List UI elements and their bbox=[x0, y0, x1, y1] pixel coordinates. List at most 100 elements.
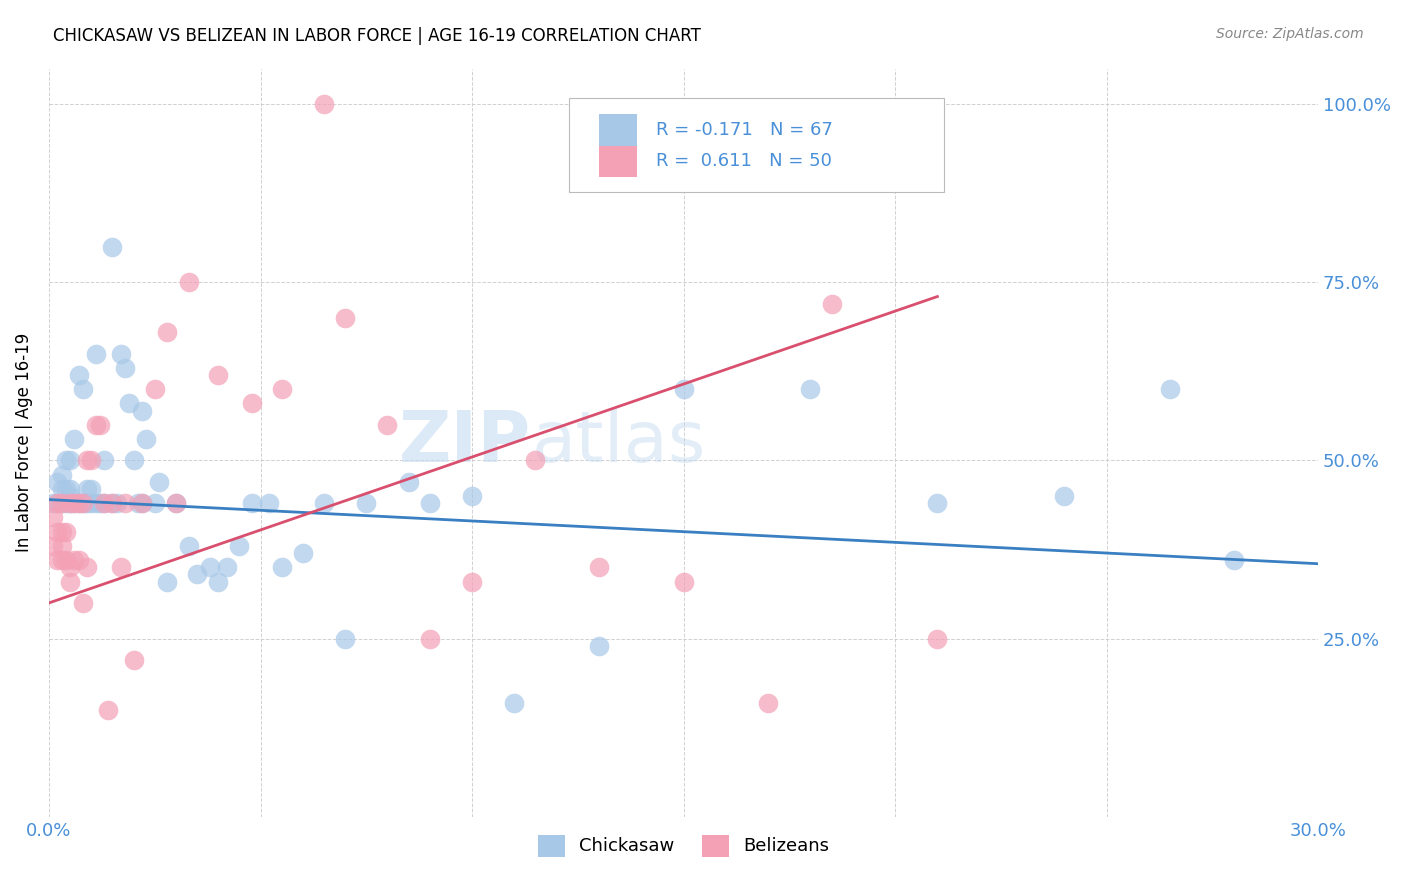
Point bbox=[93, 496, 115, 510]
Point bbox=[46, 496, 69, 510]
Point bbox=[55, 453, 77, 467]
Point bbox=[143, 496, 166, 510]
Point bbox=[156, 325, 179, 339]
Point bbox=[270, 382, 292, 396]
Point bbox=[67, 496, 90, 510]
Point bbox=[820, 296, 842, 310]
Point bbox=[186, 567, 208, 582]
Point bbox=[67, 496, 90, 510]
Point bbox=[59, 496, 82, 510]
Point bbox=[215, 560, 238, 574]
Point bbox=[240, 496, 263, 510]
Point bbox=[291, 546, 314, 560]
Point bbox=[503, 696, 526, 710]
Point bbox=[333, 632, 356, 646]
Point bbox=[67, 553, 90, 567]
Point bbox=[419, 496, 441, 510]
Point bbox=[461, 489, 484, 503]
Point bbox=[84, 346, 107, 360]
Point bbox=[63, 432, 86, 446]
Point bbox=[84, 417, 107, 432]
Point bbox=[143, 382, 166, 396]
Point bbox=[46, 524, 69, 539]
Point bbox=[312, 496, 335, 510]
Point bbox=[51, 553, 73, 567]
Point bbox=[127, 496, 149, 510]
Point bbox=[114, 496, 136, 510]
Point bbox=[76, 482, 98, 496]
Point bbox=[257, 496, 280, 510]
Point bbox=[46, 475, 69, 489]
Point bbox=[240, 396, 263, 410]
Point bbox=[588, 639, 610, 653]
Text: R =  0.611   N = 50: R = 0.611 N = 50 bbox=[655, 153, 831, 170]
Point bbox=[270, 560, 292, 574]
Point bbox=[76, 496, 98, 510]
Point bbox=[927, 496, 949, 510]
Point bbox=[207, 574, 229, 589]
Point bbox=[177, 539, 200, 553]
Point bbox=[51, 482, 73, 496]
Point bbox=[51, 496, 73, 510]
Point bbox=[72, 382, 94, 396]
Text: atlas: atlas bbox=[531, 409, 706, 477]
Point bbox=[89, 496, 111, 510]
Point bbox=[377, 417, 399, 432]
Point bbox=[122, 653, 145, 667]
Point bbox=[51, 539, 73, 553]
Text: R = -0.171   N = 67: R = -0.171 N = 67 bbox=[655, 121, 832, 139]
Point bbox=[55, 496, 77, 510]
Point bbox=[588, 560, 610, 574]
Point bbox=[59, 482, 82, 496]
Point bbox=[55, 482, 77, 496]
Point bbox=[198, 560, 221, 574]
Point bbox=[131, 403, 153, 417]
Point bbox=[59, 489, 82, 503]
Point bbox=[156, 574, 179, 589]
Point bbox=[63, 496, 86, 510]
Point bbox=[42, 496, 65, 510]
Point bbox=[55, 524, 77, 539]
Point bbox=[76, 453, 98, 467]
Point bbox=[42, 510, 65, 524]
Point bbox=[59, 574, 82, 589]
Point bbox=[165, 496, 187, 510]
Point bbox=[1159, 382, 1181, 396]
Point bbox=[72, 496, 94, 510]
Point bbox=[105, 496, 128, 510]
Point bbox=[101, 240, 124, 254]
Point bbox=[42, 539, 65, 553]
Point bbox=[927, 632, 949, 646]
Point bbox=[135, 432, 157, 446]
Point bbox=[672, 574, 695, 589]
Point bbox=[1053, 489, 1076, 503]
Point bbox=[419, 632, 441, 646]
Point bbox=[672, 382, 695, 396]
Point bbox=[46, 496, 69, 510]
Y-axis label: In Labor Force | Age 16-19: In Labor Force | Age 16-19 bbox=[15, 333, 32, 552]
Point bbox=[63, 496, 86, 510]
Point bbox=[80, 453, 103, 467]
Point bbox=[101, 496, 124, 510]
Point bbox=[312, 97, 335, 112]
Point bbox=[59, 560, 82, 574]
Point bbox=[89, 417, 111, 432]
Text: Source: ZipAtlas.com: Source: ZipAtlas.com bbox=[1216, 27, 1364, 41]
Point bbox=[131, 496, 153, 510]
Point bbox=[131, 496, 153, 510]
Point bbox=[46, 553, 69, 567]
Point bbox=[122, 453, 145, 467]
Point bbox=[177, 275, 200, 289]
Point bbox=[228, 539, 250, 553]
Point bbox=[110, 560, 132, 574]
Text: CHICKASAW VS BELIZEAN IN LABOR FORCE | AGE 16-19 CORRELATION CHART: CHICKASAW VS BELIZEAN IN LABOR FORCE | A… bbox=[53, 27, 702, 45]
Point bbox=[51, 496, 73, 510]
Point bbox=[799, 382, 821, 396]
Point bbox=[93, 453, 115, 467]
Point bbox=[97, 703, 120, 717]
Point bbox=[51, 524, 73, 539]
FancyBboxPatch shape bbox=[599, 114, 637, 145]
Point bbox=[461, 574, 484, 589]
Point bbox=[118, 396, 141, 410]
Point bbox=[72, 596, 94, 610]
